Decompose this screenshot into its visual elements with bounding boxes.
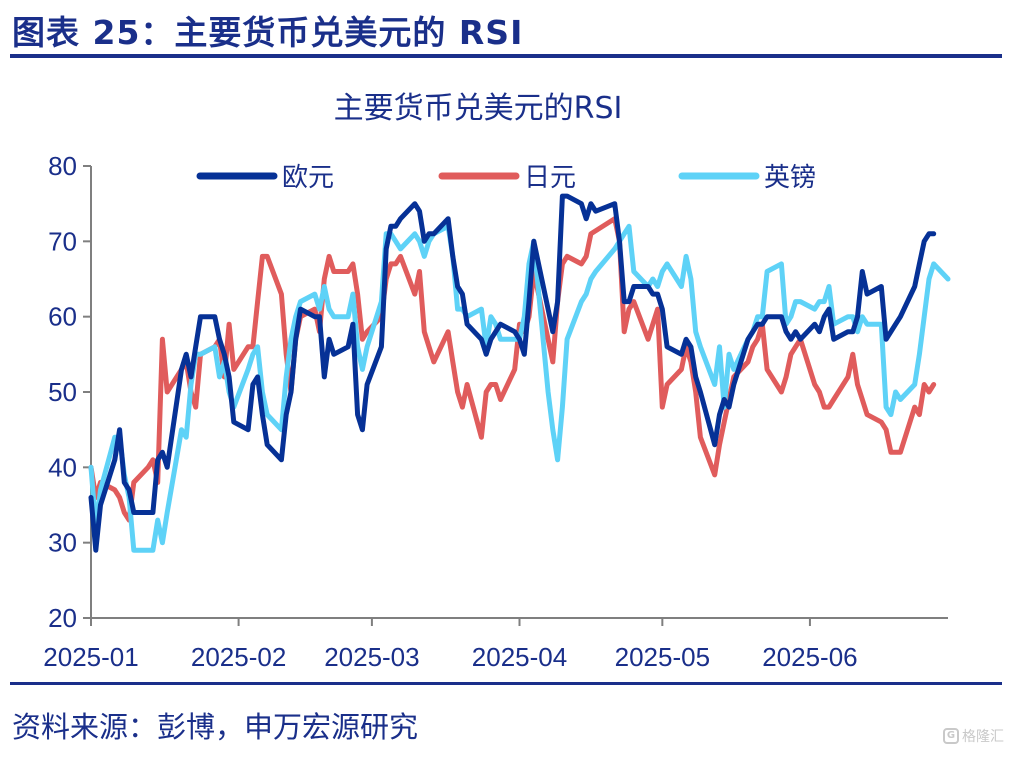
watermark-text: 格隆汇	[962, 729, 1004, 745]
chart-title: 主要货币兑美元的RSI	[334, 91, 623, 126]
x-tick-label: 2025-06	[762, 642, 857, 672]
x-tick-label: 2025-04	[472, 642, 567, 672]
y-tick-label: 20	[48, 603, 77, 633]
x-tick-label: 2025-05	[615, 642, 710, 672]
y-tick-label: 70	[48, 226, 77, 256]
footer-divider	[10, 682, 1002, 685]
x-tick-label: 2025-02	[191, 642, 286, 672]
legend-label: 欧元	[282, 163, 334, 193]
x-tick-label: 2025-03	[324, 642, 419, 672]
watermark-logo-icon: G	[943, 728, 959, 744]
y-tick-label: 40	[48, 452, 77, 482]
legend: 欧元 日元 英镑	[196, 163, 816, 193]
y-tick-label: 80	[48, 151, 77, 181]
watermark: G 格隆汇	[943, 726, 1004, 746]
header-divider	[10, 54, 1002, 58]
source-note: 资料来源：彭博，申万宏源研究	[12, 710, 419, 744]
legend-label: 英镑	[764, 163, 816, 193]
series-lines	[88, 193, 951, 553]
rsi-line-chart: 主要货币兑美元的RSI 80 70 60 50 40 30 20 2025-01 2025-02…	[43, 91, 951, 672]
axes: 80 70 60 50 40 30 20 2025-01 2025-02 2025-03 2025-…	[43, 151, 948, 672]
y-tick-label: 60	[48, 302, 77, 332]
series-line-1	[88, 216, 937, 523]
y-tick-label: 50	[48, 377, 77, 407]
y-tick-label: 30	[48, 528, 77, 558]
legend-label: 日元	[524, 163, 576, 193]
series-line-0	[88, 193, 937, 553]
x-tick-label: 2025-01	[43, 642, 138, 672]
figure-title: 图表 25：主要货币兑美元的 RSI	[12, 13, 524, 52]
